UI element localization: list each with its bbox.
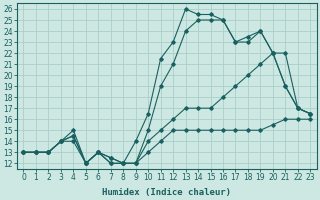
X-axis label: Humidex (Indice chaleur): Humidex (Indice chaleur) bbox=[102, 188, 231, 197]
